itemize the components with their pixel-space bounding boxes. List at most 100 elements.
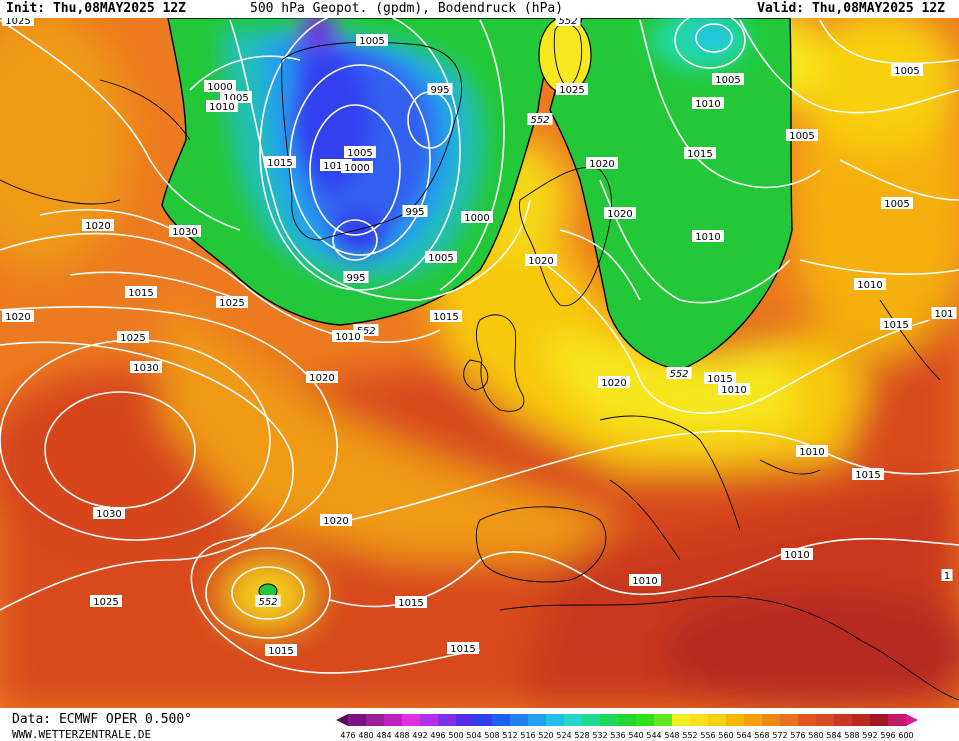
isobar-label: 995 [343, 271, 369, 284]
isobar-label: 1020 [525, 254, 557, 267]
isobar-label: 1010 [781, 548, 813, 561]
isobar-label: 552 [255, 595, 281, 608]
colorbar-segment [834, 714, 852, 726]
isobar-label: 1015 [704, 372, 736, 385]
isobar-label: 1020 [306, 371, 338, 384]
colorbar-segment [564, 714, 582, 726]
isobar-label-text: 1010 [695, 232, 720, 243]
isobar-label: 1020 [2, 310, 34, 323]
isobar-label: 1010 [854, 278, 886, 291]
isobar-label-text: 1020 [607, 209, 632, 220]
isobar-label: 1000 [461, 211, 493, 224]
colorbar-segment [654, 714, 672, 726]
colorbar-tick-label: 560 [718, 731, 733, 740]
isobar-label-text: 1015 [268, 646, 293, 657]
isobar-label-text: 1020 [85, 221, 110, 232]
colorbar-segment [888, 714, 906, 726]
isobar-label-text: 1015 [687, 149, 712, 160]
colorbar-segment [492, 714, 510, 726]
colorbar-tick-label: 544 [646, 731, 661, 740]
colorbar-segment [744, 714, 762, 726]
isobar-label: 1015 [447, 642, 479, 655]
colorbar-tick-label: 484 [376, 731, 391, 740]
colorbar-segment [582, 714, 600, 726]
isobar-label: 1005 [712, 73, 744, 86]
colorbar-tick-label: 512 [502, 731, 517, 740]
valid-time-label: Valid: Thu,08MAY2025 12Z [757, 1, 945, 16]
isobar-label-text: 1005 [789, 131, 814, 142]
colorbar-segment [420, 714, 438, 726]
isobar-label: 1015 [880, 318, 912, 331]
isobar-label-text: 1000 [344, 163, 369, 174]
colorbar-tick-label: 492 [412, 731, 427, 740]
isobar-label: 1010 [206, 100, 238, 113]
colorbar-segment [708, 714, 726, 726]
isobar-label-text: 1020 [589, 159, 614, 170]
isobar-label-text: 1020 [323, 516, 348, 527]
isobar-label: 1015 [395, 596, 427, 609]
isobar-label-text: 1025 [559, 85, 584, 96]
isobar-label: 552 [666, 367, 692, 380]
isobar-label: 1025 [556, 83, 588, 96]
isobar-label-text: 1025 [5, 16, 30, 27]
colorbar-tick-label: 548 [664, 731, 679, 740]
isobar-label: 1005 [891, 64, 923, 77]
isobar-label-text: 1 [944, 571, 950, 582]
isobar-label-text: 995 [430, 85, 449, 96]
isobar-label: 1020 [598, 376, 630, 389]
colorbar-tick-label: 508 [484, 731, 499, 740]
colorbar-tick-label: 572 [772, 731, 787, 740]
isobar-label-text: 1030 [133, 363, 158, 374]
isobar-label-text: 1025 [93, 597, 118, 608]
isobar-label-text: 1010 [209, 102, 234, 113]
isobar-label: 1010 [332, 330, 364, 343]
init-time-label: Init: Thu,08MAY2025 12Z [6, 1, 187, 16]
isobar-label-text: 1005 [894, 66, 919, 77]
isobar-label-text: 1005 [428, 253, 453, 264]
isobar-label-text: 1000 [207, 82, 232, 93]
colorbar-tick-label: 520 [538, 731, 553, 740]
isobar-label: 1020 [586, 157, 618, 170]
isobar-label: 1010 [718, 383, 750, 396]
isobar-label-text: 1000 [464, 213, 489, 224]
isobar-label-text: 1015 [707, 374, 732, 385]
colorbar-tick-label: 532 [592, 731, 607, 740]
colorbar-segment [762, 714, 780, 726]
isobar-label: 1030 [169, 225, 201, 238]
isobar-label-text: 1020 [601, 378, 626, 389]
colorbar-segment [384, 714, 402, 726]
colorbar-segment [600, 714, 618, 726]
map-title: 500 hPa Geopot. (gpdm), Bodendruck (hPa) [250, 1, 564, 16]
colorbar-segment [528, 714, 546, 726]
colorbar-segment [348, 714, 366, 726]
isobar-label: 1005 [356, 34, 388, 47]
colorbar-segment [690, 714, 708, 726]
isobar-label-text: 1005 [884, 199, 909, 210]
isobar-label-text: 552 [669, 369, 688, 380]
isobar-label: 995 [402, 205, 428, 218]
colorbar-left-arrow [336, 714, 348, 726]
isobar-label: 101 [931, 307, 957, 320]
colorbar-tick-label: 552 [682, 731, 697, 740]
colorbar-segment [726, 714, 744, 726]
isobar-label: 1010 [692, 230, 724, 243]
colorbar-segment [510, 714, 528, 726]
colorbar-tick-label: 596 [880, 731, 895, 740]
isobar-label-text: 1025 [219, 298, 244, 309]
isobar-label: 1005 [786, 129, 818, 142]
isobar-label: 1025 [216, 296, 248, 309]
isobar-label: 1005 [344, 146, 376, 159]
isobar-label: 1000 [204, 80, 236, 93]
colorbar-tick-label: 536 [610, 731, 625, 740]
isobar-label: 1020 [82, 219, 114, 232]
isobar-label-text: 1015 [128, 288, 153, 299]
isobar-label: 1020 [320, 514, 352, 527]
website-label: WWW.WETTERZENTRALE.DE [12, 728, 152, 741]
isobar-label: 1 [941, 569, 953, 582]
isobar-label: 1010 [692, 97, 724, 110]
isobar-label-text: 1030 [96, 509, 121, 520]
colorbar-tick-label: 600 [898, 731, 913, 740]
colorbar-tick-label: 540 [628, 731, 643, 740]
